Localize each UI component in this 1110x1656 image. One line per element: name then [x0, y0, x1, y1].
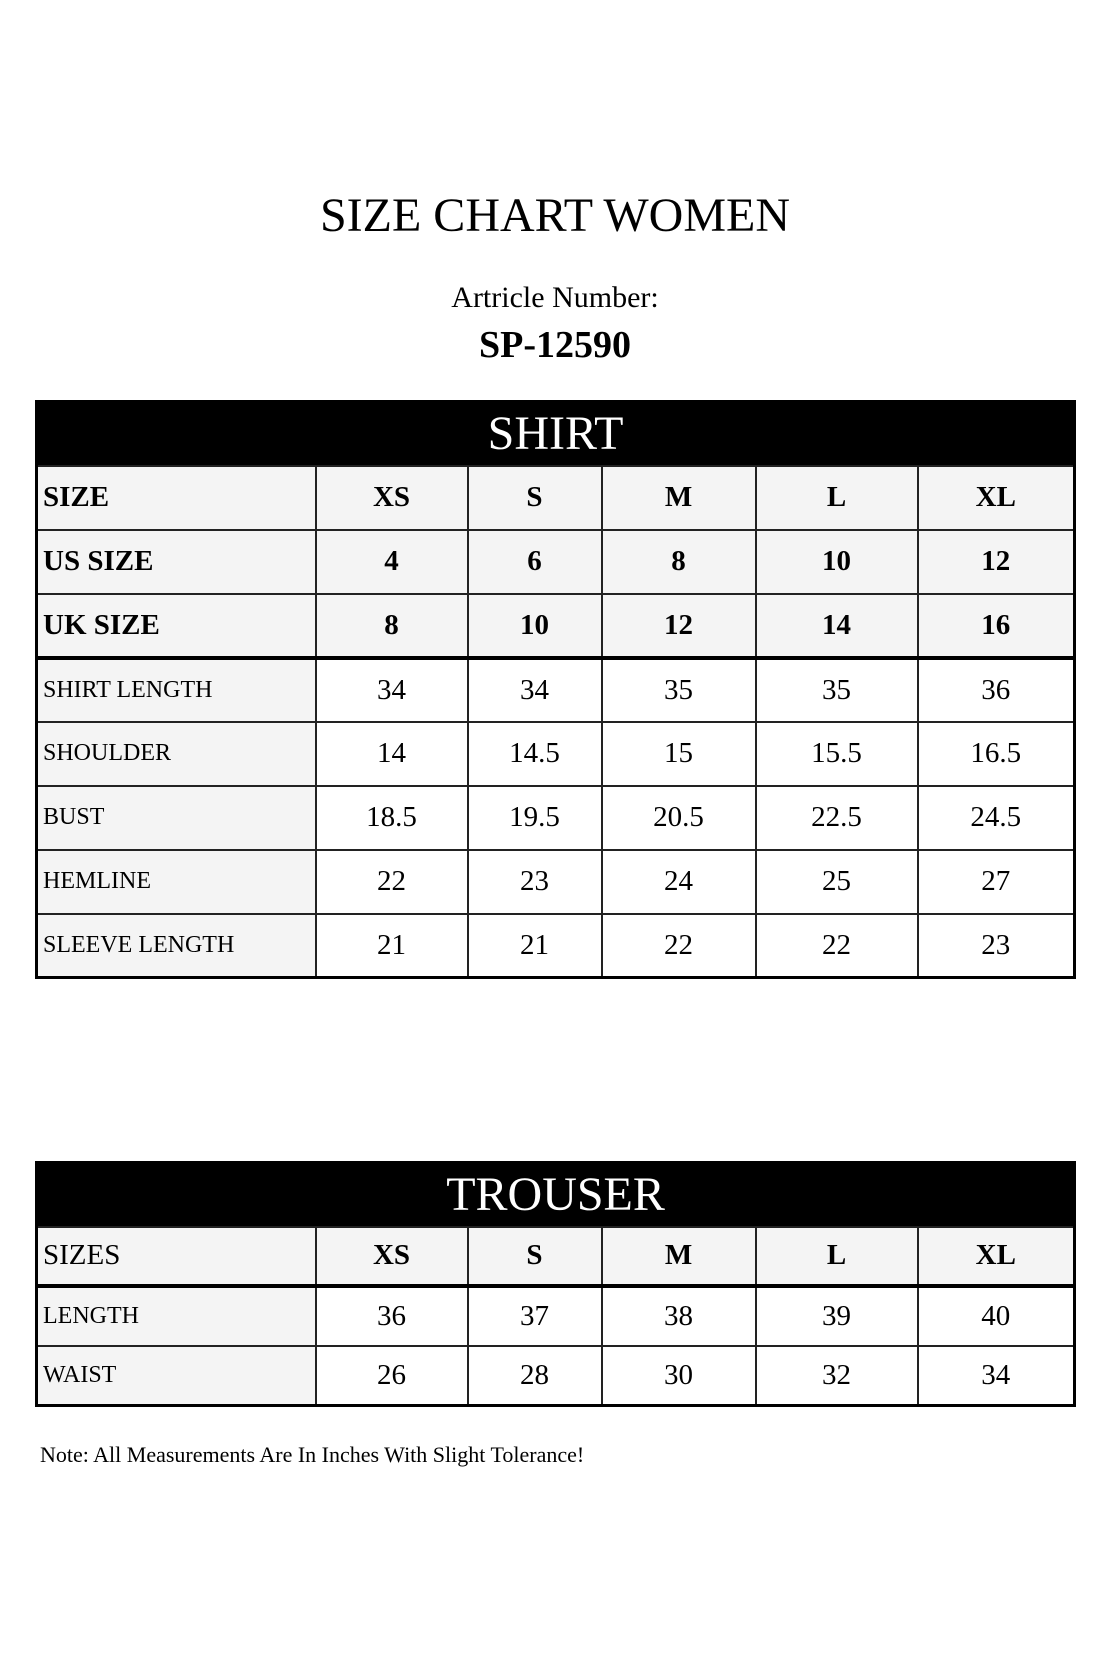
table-cell: 21 [466, 912, 603, 979]
table-cell: M [600, 464, 757, 531]
table-cell: 19.5 [466, 784, 603, 851]
row-label: LENGTH [35, 1284, 317, 1347]
article-number: SP-12590 [479, 324, 631, 366]
table-cell: 36 [314, 1284, 469, 1347]
table-cell: 24.5 [916, 784, 1076, 851]
table-row: LENGTH 36 37 38 39 40 [35, 1284, 1076, 1347]
table-cell: 12 [916, 528, 1076, 595]
row-label: US SIZE [35, 528, 317, 595]
table-cell: XL [916, 1225, 1076, 1288]
trouser-size-table: TROUSER SIZES XS S M L XL LENGTH 36 37 38 39 40 WAIS… [35, 1161, 1077, 1407]
table-cell: 15.5 [754, 720, 919, 787]
table-cell: 8 [600, 528, 757, 595]
measurement-note: Note: All Measurements Are In Inches Wit… [40, 1442, 585, 1467]
table-cell: XS [314, 1225, 469, 1288]
row-label: WAIST [35, 1344, 317, 1407]
table-cell: L [754, 1225, 919, 1288]
table-cell: 15 [600, 720, 757, 787]
table-cell: 35 [754, 656, 919, 723]
table-cell: 8 [314, 592, 469, 660]
table-cell: 10 [754, 528, 919, 595]
table-cell: 10 [466, 592, 603, 660]
table-cell: 16 [916, 592, 1076, 660]
table-cell: 36 [916, 656, 1076, 723]
table-row: SHOULDER 14 14.5 15 15.5 16.5 [35, 720, 1076, 787]
article-number-label: Artricle Number: [451, 281, 659, 314]
table-cell: S [466, 464, 603, 531]
table-cell: 12 [600, 592, 757, 660]
table-cell: 34 [916, 1344, 1076, 1407]
shirt-heading: SHIRT [36, 401, 1075, 466]
table-cell: 21 [314, 912, 469, 979]
table-cell: 6 [466, 528, 603, 595]
page-title: SIZE CHART WOMEN [319, 189, 790, 242]
table-cell: 28 [466, 1344, 603, 1407]
table-cell: 16.5 [916, 720, 1076, 787]
table-cell: 22.5 [754, 784, 919, 851]
table-cell: XL [916, 464, 1076, 531]
table-cell: 25 [754, 848, 919, 915]
table-cell: 37 [466, 1284, 603, 1347]
table-cell: 4 [314, 528, 469, 595]
table-row: SLEEVE LENGTH 21 21 22 22 23 [35, 912, 1076, 979]
table-row: US SIZE 4 6 8 10 12 [35, 528, 1076, 595]
row-label: SLEEVE LENGTH [35, 912, 317, 979]
table-cell: 14.5 [466, 720, 603, 787]
table-cell: 27 [916, 848, 1076, 915]
table-cell: 38 [600, 1284, 757, 1347]
table-row: BUST 18.5 19.5 20.5 22.5 24.5 [35, 784, 1076, 851]
table-cell: 14 [754, 592, 919, 660]
table-row: WAIST 26 28 30 32 34 [35, 1344, 1076, 1407]
row-label: SHOULDER [35, 720, 317, 787]
table-cell: 14 [314, 720, 469, 787]
table-cell: 23 [916, 912, 1076, 979]
row-label: SHIRT LENGTH [35, 656, 317, 723]
table-row: SHIRT LENGTH 34 34 35 35 36 [35, 656, 1076, 723]
table-row: SIZE XS S M L XL [35, 464, 1076, 531]
table-cell: 24 [600, 848, 757, 915]
row-label: SIZE [35, 464, 317, 531]
table-cell: 34 [314, 656, 469, 723]
table-row: HEMLINE 22 23 24 25 27 [35, 848, 1076, 915]
shirt-size-table: SHIRT SIZE XS S M L XL US SIZE 4 6 8 10 12 UK SIZE 8 1… [35, 400, 1077, 979]
table-cell: 23 [466, 848, 603, 915]
table-row: SIZES XS S M L XL [35, 1225, 1076, 1288]
table-cell: XS [314, 464, 469, 531]
row-label: SIZES [35, 1225, 317, 1288]
table-row: UK SIZE 8 10 12 14 16 [35, 592, 1076, 660]
table-cell: 20.5 [600, 784, 757, 851]
table-cell: S [466, 1225, 603, 1288]
table-cell: 22 [314, 848, 469, 915]
trouser-heading: TROUSER [36, 1162, 1075, 1227]
table-cell: 26 [314, 1344, 469, 1407]
row-label: HEMLINE [35, 848, 317, 915]
table-cell: 40 [916, 1284, 1076, 1347]
table-cell: L [754, 464, 919, 531]
table-cell: 22 [600, 912, 757, 979]
table-cell: 22 [754, 912, 919, 979]
table-cell: M [600, 1225, 757, 1288]
row-label: UK SIZE [35, 592, 317, 660]
table-cell: 18.5 [314, 784, 469, 851]
table-cell: 30 [600, 1344, 757, 1407]
table-cell: 32 [754, 1344, 919, 1407]
table-cell: 34 [466, 656, 603, 723]
row-label: BUST [35, 784, 317, 851]
table-cell: 35 [600, 656, 757, 723]
table-cell: 39 [754, 1284, 919, 1347]
